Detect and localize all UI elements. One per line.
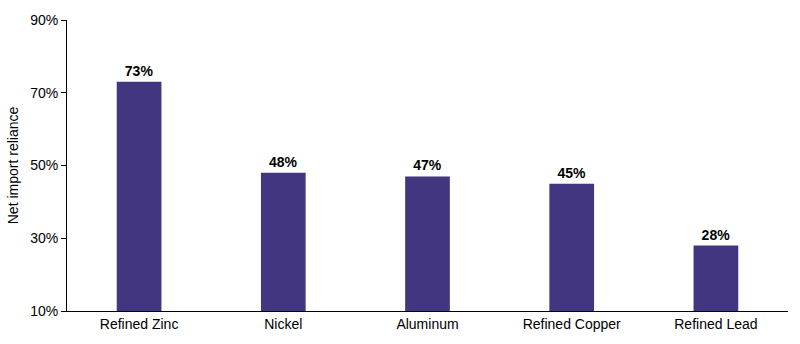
svg-text:10%: 10% (30, 303, 58, 319)
svg-text:Net import reliance: Net import reliance (5, 107, 21, 225)
svg-text:90%: 90% (30, 12, 58, 28)
svg-text:45%: 45% (557, 165, 586, 181)
svg-text:28%: 28% (702, 227, 731, 243)
svg-text:Nickel: Nickel (264, 316, 302, 332)
svg-text:Refined Copper: Refined Copper (523, 316, 621, 332)
svg-text:73%: 73% (125, 63, 154, 79)
svg-text:30%: 30% (30, 230, 58, 246)
svg-text:50%: 50% (30, 157, 58, 173)
svg-text:48%: 48% (269, 154, 298, 170)
svg-text:70%: 70% (30, 85, 58, 101)
svg-text:47%: 47% (413, 157, 442, 173)
svg-text:Refined Zinc: Refined Zinc (100, 316, 179, 332)
svg-text:Refined Lead: Refined Lead (674, 316, 757, 332)
svg-text:Aluminum: Aluminum (396, 316, 458, 332)
